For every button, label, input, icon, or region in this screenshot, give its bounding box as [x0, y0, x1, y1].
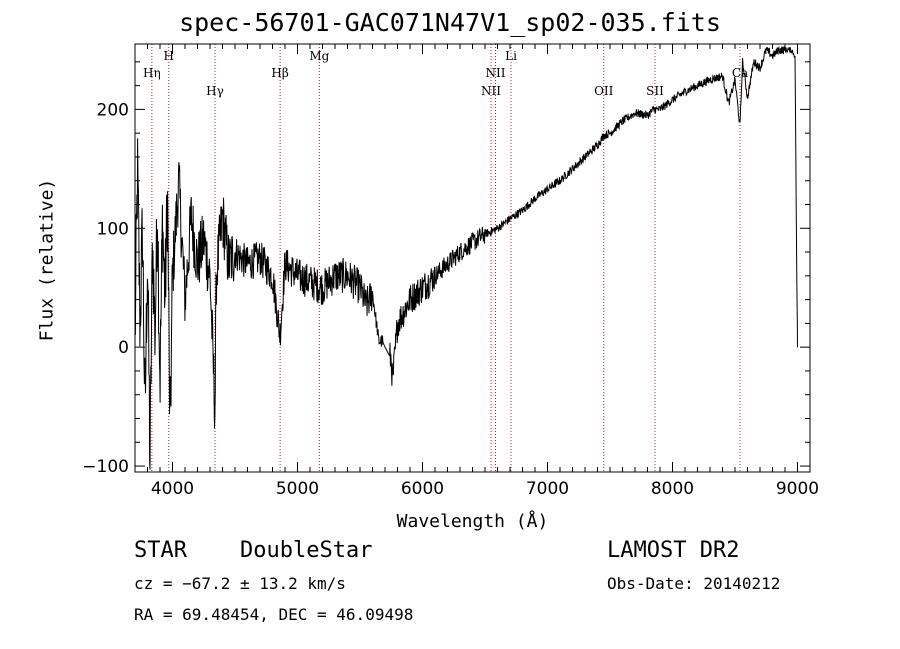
chart-title: spec-56701-GAC071N47V1_sp02-035.fits [179, 8, 721, 37]
y-tick-label: 200 [97, 100, 129, 120]
y-tick-label: 0 [118, 338, 129, 358]
observation-date: Obs-Date: 20140212 [607, 574, 781, 593]
emission-line-label: Mg [309, 49, 329, 63]
x-tick-label: 8000 [651, 479, 694, 499]
ra-dec-coordinates: RA = 69.48454, DEC = 46.09498 [134, 605, 414, 624]
axis-tick-labels: 4000 5000 6000 7000 8000 9000 −100 0 100 200 [82, 100, 819, 499]
object-subclass: DoubleStar [240, 538, 373, 563]
y-axis-label: Flux (relative) [36, 178, 58, 342]
y-tick-label: −100 [82, 457, 129, 477]
emission-line-label: NII [481, 84, 501, 98]
emission-line-label: NII [486, 66, 506, 80]
x-tick-label: 7000 [526, 479, 569, 499]
emission-line-label: Li [505, 49, 517, 63]
x-tick-label: 5000 [276, 479, 319, 499]
redshift-velocity: cz = −67.2 ± 13.2 km/s [134, 574, 346, 593]
object-class: STAR [134, 538, 187, 563]
x-tick-label: 9000 [776, 479, 819, 499]
x-tick-label: 6000 [401, 479, 444, 499]
emission-line-label: Hη [143, 66, 161, 80]
emission-line-label: Hβ [271, 66, 288, 80]
spectrum-series-line [134, 45, 798, 470]
emission-line-label: SII [646, 84, 664, 98]
y-tick-label: 100 [97, 219, 129, 239]
x-tick-label: 4000 [151, 479, 194, 499]
x-axis-label: Wavelength (Å) [396, 511, 549, 532]
emission-line-label: H [164, 49, 174, 63]
axis-ticks [135, 44, 811, 472]
survey-name: LAMOST DR2 [607, 538, 740, 563]
emission-line-label: OII [594, 84, 614, 98]
emission-line-label: Hγ [206, 84, 224, 98]
